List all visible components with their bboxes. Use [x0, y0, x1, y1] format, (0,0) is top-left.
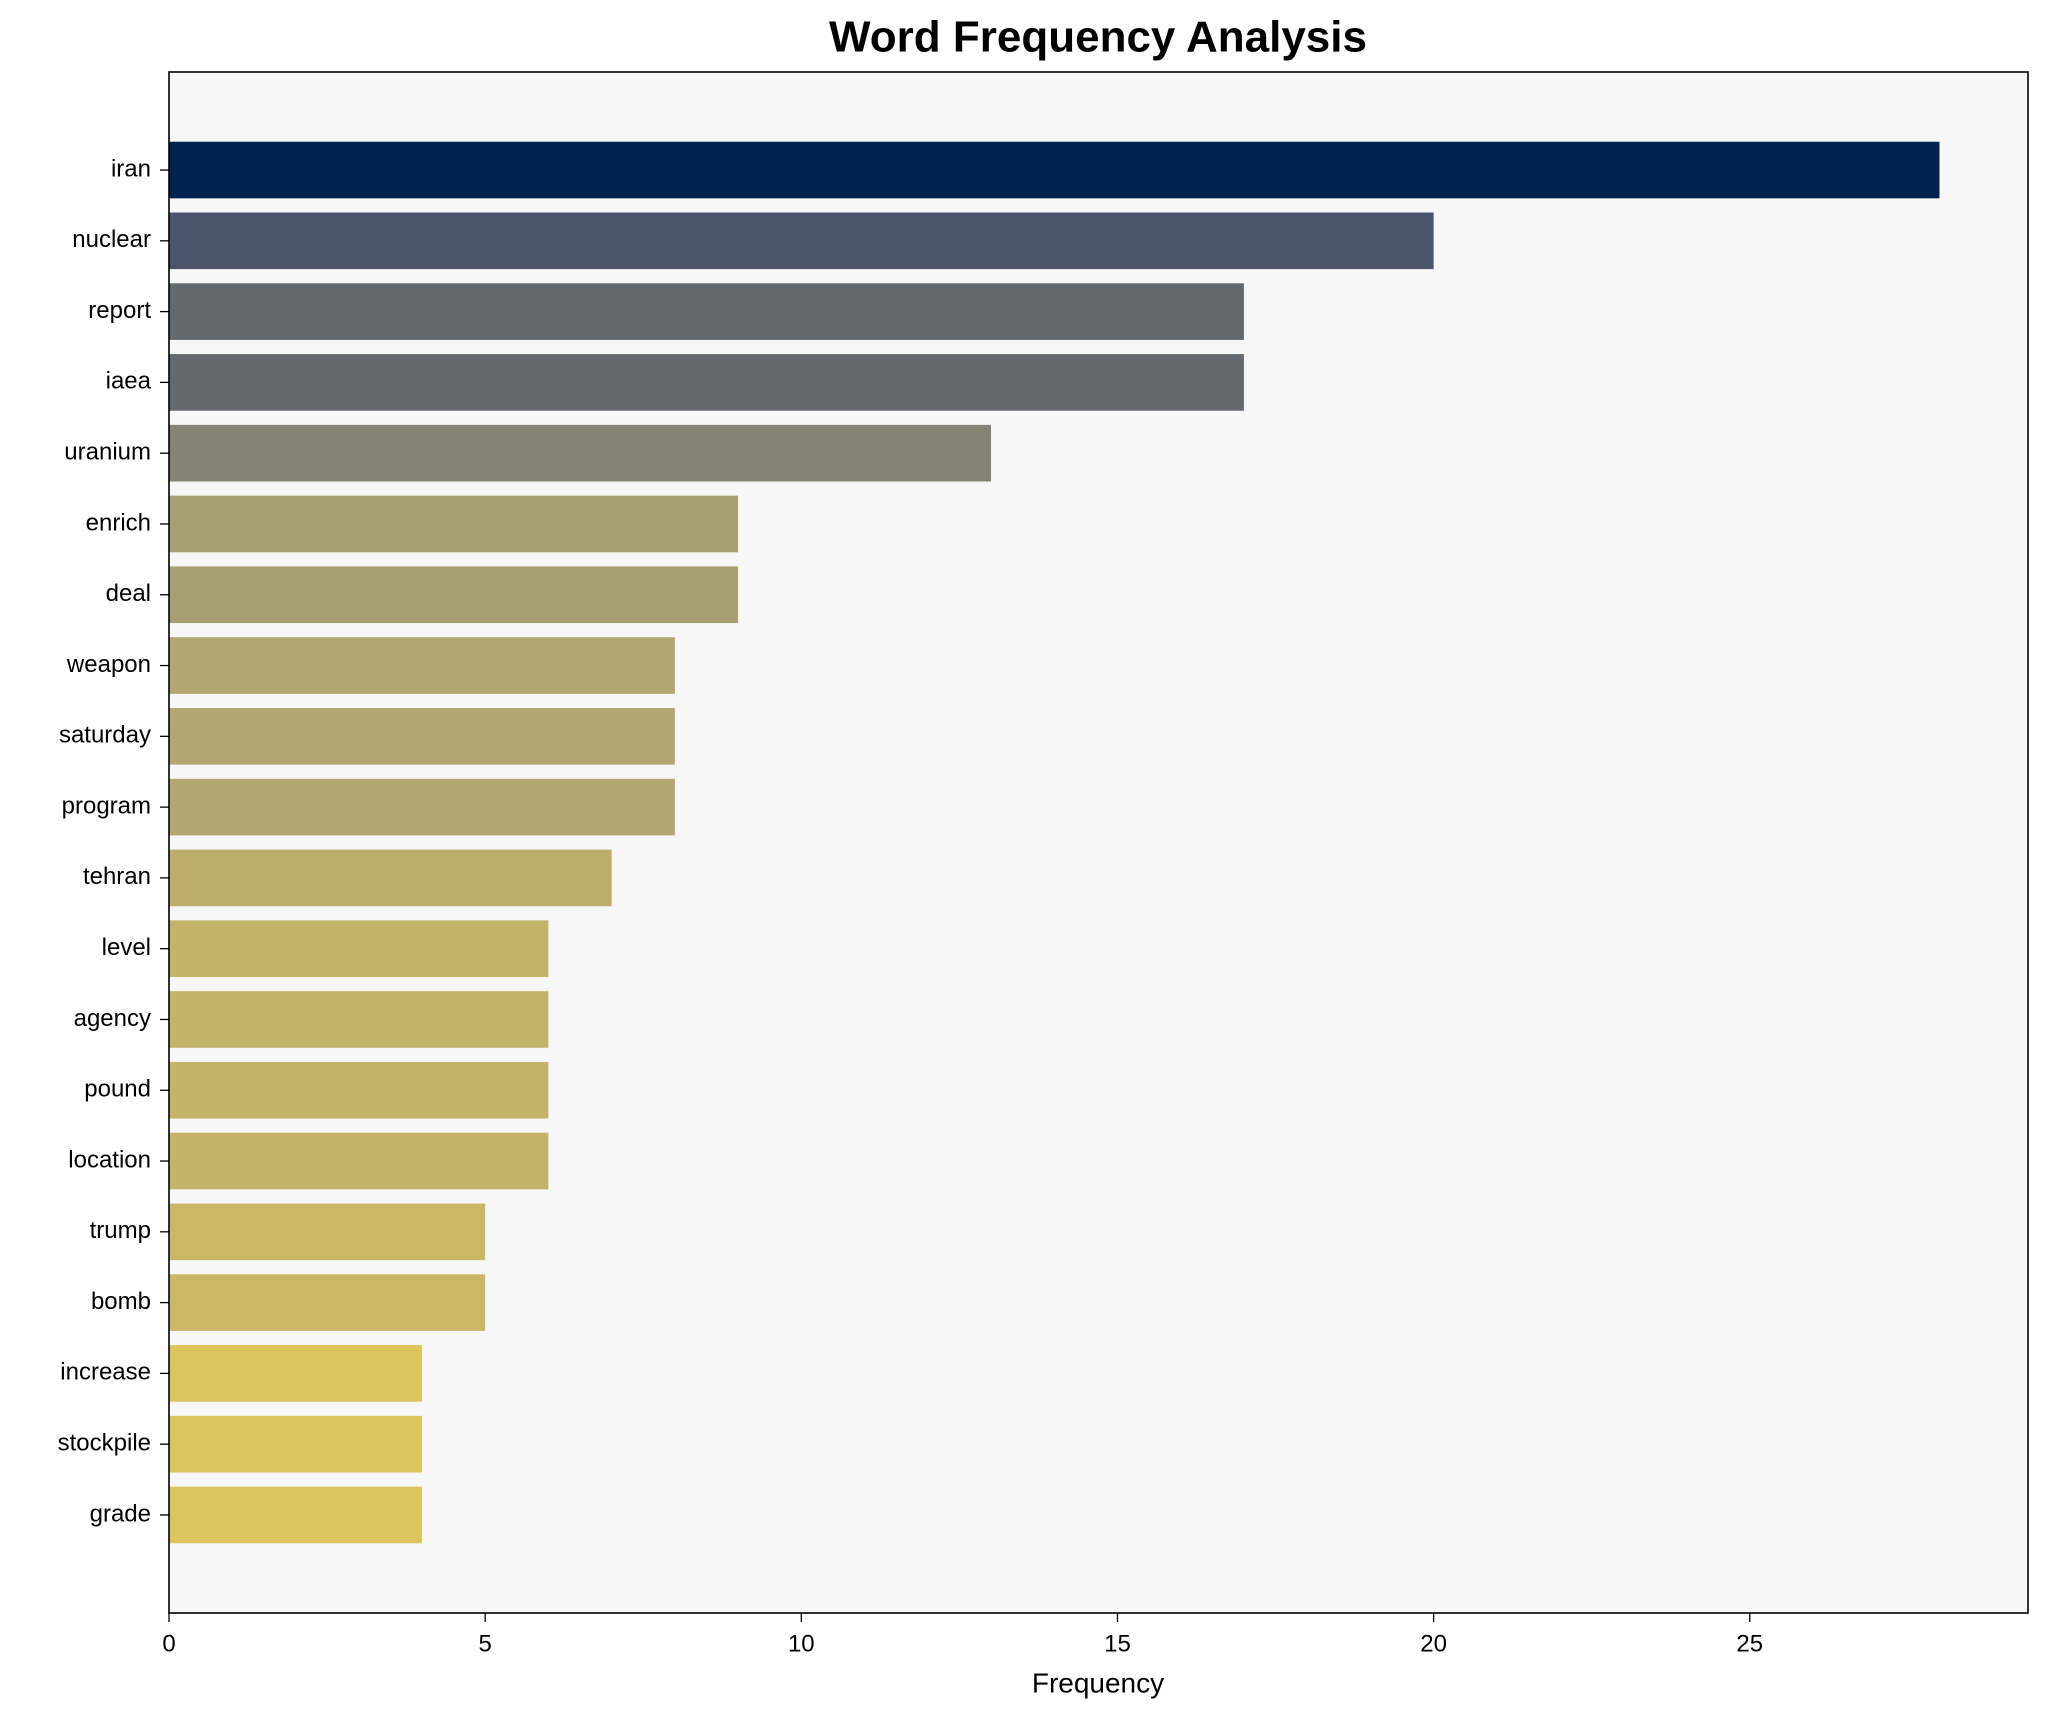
bar: [169, 708, 675, 765]
y-tick-label: increase: [60, 1359, 151, 1386]
y-tick-label: grade: [90, 1500, 151, 1527]
x-axis-label: Frequency: [1032, 1667, 1164, 1698]
y-tick-label: agency: [74, 1005, 151, 1032]
y-tick-label: deal: [106, 580, 151, 607]
bar: [169, 354, 1244, 411]
bar: [169, 566, 739, 624]
x-tick-label: 25: [1736, 1630, 1763, 1657]
y-tick-label: saturday: [59, 722, 151, 749]
y-tick-label: enrich: [86, 509, 151, 536]
y-tick-label: report: [88, 297, 151, 324]
y-tick-label: iaea: [106, 368, 152, 395]
y-tick-label: stockpile: [58, 1430, 151, 1457]
chart-title: Word Frequency Analysis: [829, 13, 1367, 62]
y-tick-label: tehran: [83, 863, 151, 890]
bar: [169, 1274, 486, 1331]
bar: [169, 1415, 422, 1473]
x-tick-label: 0: [162, 1630, 175, 1657]
y-tick-label: location: [68, 1146, 151, 1173]
bar: [169, 141, 1940, 199]
bar: [169, 283, 1244, 340]
y-tick-label: level: [102, 934, 151, 961]
bar: [169, 495, 739, 553]
bar: [169, 849, 612, 907]
y-tick-label: pound: [84, 1076, 151, 1103]
y-tick-label: weapon: [66, 651, 151, 678]
bar: [169, 1061, 549, 1119]
x-tick-label: 5: [478, 1630, 491, 1657]
x-tick-label: 15: [1104, 1630, 1131, 1657]
y-tick-label: uranium: [64, 439, 151, 466]
y-tick-label: bomb: [91, 1288, 151, 1315]
bar: [169, 637, 675, 694]
bar: [169, 778, 675, 836]
y-tick-label: nuclear: [72, 226, 151, 253]
x-tick-label: 20: [1420, 1630, 1447, 1657]
plot-frame: [168, 71, 2029, 1614]
bar: [169, 991, 549, 1048]
y-tick-label: iran: [111, 155, 151, 182]
bar: [169, 1345, 422, 1402]
bar: [169, 1132, 549, 1190]
y-tick-label: trump: [90, 1217, 151, 1244]
bar: [169, 212, 1434, 270]
bar: [169, 1203, 486, 1261]
bar: [169, 1486, 422, 1544]
x-tick-label: 10: [788, 1630, 815, 1657]
bar: [169, 424, 992, 482]
y-tick-label: program: [62, 792, 151, 819]
bar: [169, 920, 549, 977]
